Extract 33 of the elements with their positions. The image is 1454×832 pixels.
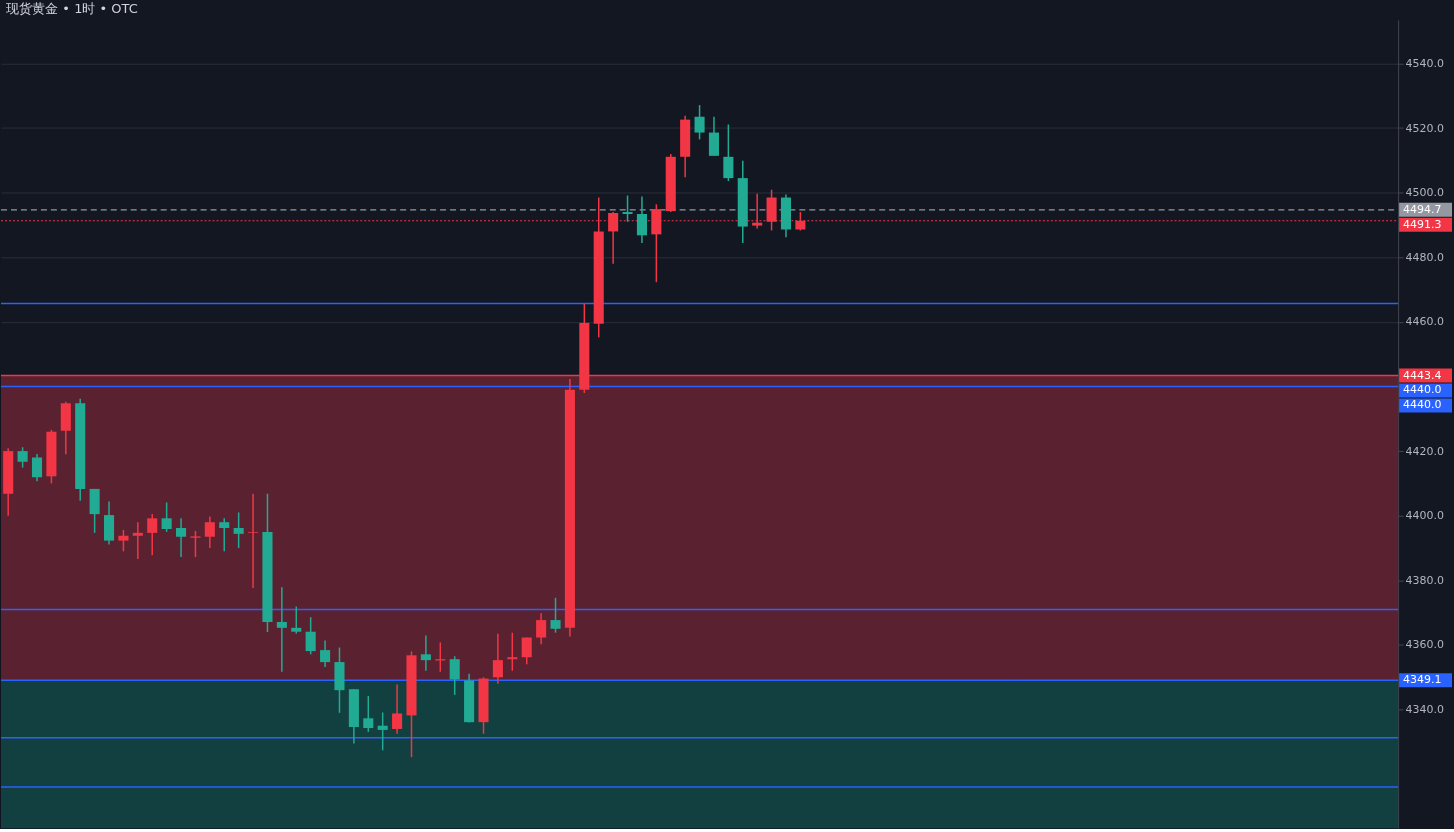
candlestick (161, 501, 172, 533)
y-tick-label: 4540.0 (1405, 56, 1444, 70)
candlestick (190, 530, 201, 558)
candlestick (622, 194, 633, 223)
y-tick-label: 4340.0 (1405, 703, 1444, 717)
candlestick (291, 605, 302, 635)
y-tick-label: 4480.0 (1405, 250, 1444, 264)
candlestick (118, 529, 129, 553)
candlestick (233, 511, 244, 549)
ref-line-label: 4443.4 (1403, 368, 1442, 382)
candlestick (17, 446, 28, 469)
y-tick-label: 4460.0 (1405, 315, 1444, 329)
y-tick-label: 4400.0 (1405, 509, 1444, 523)
ref-line-label: 4440.0 (1403, 383, 1442, 397)
candlestick (478, 676, 489, 735)
candlestick (363, 695, 374, 733)
candlestick (406, 650, 417, 758)
y-tick-label: 4360.0 (1405, 638, 1444, 652)
candlestick (694, 104, 705, 141)
ref-line-label: 4494.7 (1403, 202, 1442, 216)
candlestick (334, 646, 345, 714)
text: 4440.0 (1403, 398, 1442, 412)
y-tick-label: 4520.0 (1405, 121, 1444, 135)
y-tick-label: 4380.0 (1405, 573, 1444, 587)
ref-line-label: 4349.1 (1403, 673, 1442, 687)
candlestick (449, 655, 460, 696)
chart-title: 现货黄金 • 1时 • OTC (6, 0, 138, 16)
y-tick-label: 4420.0 (1405, 444, 1444, 458)
ref-line-label: 4491.3 (1403, 217, 1442, 231)
y-tick-label: 4500.0 (1405, 186, 1444, 200)
candlestick (550, 597, 561, 634)
candlestick (507, 631, 518, 672)
candlestick (219, 517, 230, 553)
